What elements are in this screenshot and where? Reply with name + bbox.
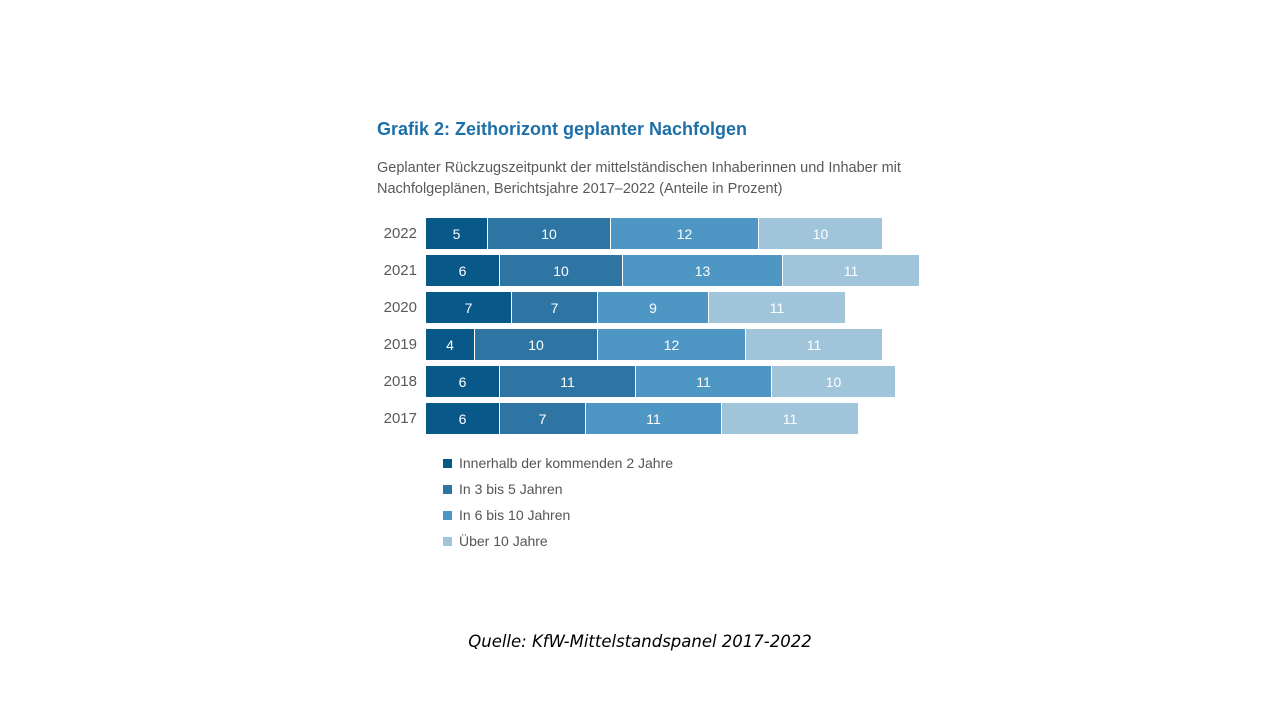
legend-swatch	[443, 536, 452, 546]
bar-segment: 7	[500, 403, 586, 434]
legend-label: In 6 bis 10 Jahren	[459, 507, 571, 523]
bar-segment: 11	[722, 403, 858, 434]
bar-segment: 10	[488, 218, 611, 249]
bar-segment: 11	[746, 329, 882, 360]
stacked-bar: 6 11 11 10	[426, 366, 895, 397]
legend-item: Innerhalb der kommenden 2 Jahre	[443, 456, 977, 470]
chart-row: 2022 5 10 12 10	[377, 218, 977, 249]
year-label: 2022	[383, 225, 417, 242]
bar-segment: 11	[783, 255, 919, 286]
year-label: 2017	[383, 410, 417, 427]
legend-label: Innerhalb der kommenden 2 Jahre	[459, 455, 674, 471]
legend-item: In 6 bis 10 Jahren	[443, 508, 977, 522]
legend-label: Über 10 Jahre	[459, 533, 548, 549]
bar-segment: 10	[772, 366, 895, 397]
bar-rows: 2022 5 10 12 10 2021 6 10 13 11 2020 7 7 9 11 2019 4 10 12…	[377, 218, 977, 434]
stacked-bar: 7 7 9 11	[426, 292, 845, 323]
chart-row: 2021 6 10 13 11	[377, 255, 977, 286]
chart-row: 2019 4 10 12 11	[377, 329, 977, 360]
chart-subtitle: Geplanter Rückzugszeitpunkt der mittelst…	[377, 160, 901, 197]
bar-segment: 11	[500, 366, 636, 397]
bar-segment: 10	[759, 218, 882, 249]
year-label: 2020	[383, 299, 417, 316]
bar-segment: 6	[426, 366, 500, 397]
year-label: 2021	[383, 262, 417, 279]
bar-segment: 12	[598, 329, 746, 360]
chart-row: 2017 6 7 11 11	[377, 403, 977, 434]
source-caption: Quelle: KfW-Mittelstandspanel 2017-2022	[468, 632, 812, 651]
stacked-bar: 6 7 11 11	[426, 403, 858, 434]
legend-item: Über 10 Jahre	[443, 534, 977, 548]
bar-segment: 11	[586, 403, 722, 434]
bar-segment: 11	[636, 366, 772, 397]
bar-segment: 6	[426, 403, 500, 434]
chart-row: 2018 6 11 11 10	[377, 366, 977, 397]
bar-segment: 10	[500, 255, 623, 286]
legend-label: In 3 bis 5 Jahren	[459, 481, 563, 497]
bar-segment: 5	[426, 218, 488, 249]
bar-segment: 11	[709, 292, 845, 323]
stacked-bar: 4 10 12 11	[426, 329, 882, 360]
bar-segment: 12	[611, 218, 759, 249]
stacked-bar: 6 10 13 11	[426, 255, 919, 286]
year-label: 2019	[383, 336, 417, 353]
legend-item: In 3 bis 5 Jahren	[443, 482, 977, 496]
year-label: 2018	[383, 373, 417, 390]
legend-swatch	[443, 510, 452, 520]
legend-swatch	[443, 458, 452, 468]
chart-title: Grafik 2: Zeithorizont geplanter Nachfol…	[377, 119, 748, 139]
legend-swatch	[443, 484, 452, 494]
bar-segment: 4	[426, 329, 475, 360]
bar-segment: 7	[512, 292, 598, 323]
chart-row: 2020 7 7 9 11	[377, 292, 977, 323]
bar-segment: 6	[426, 255, 500, 286]
stacked-bar: 5 10 12 10	[426, 218, 882, 249]
bar-segment: 9	[598, 292, 709, 323]
legend: Innerhalb der kommenden 2 Jahre In 3 bis …	[443, 456, 977, 548]
bar-segment: 7	[426, 292, 512, 323]
chart: Grafik 2: Zeithorizont geplanter Nachfol…	[377, 118, 977, 548]
bar-segment: 13	[623, 255, 783, 286]
bar-segment: 10	[475, 329, 598, 360]
